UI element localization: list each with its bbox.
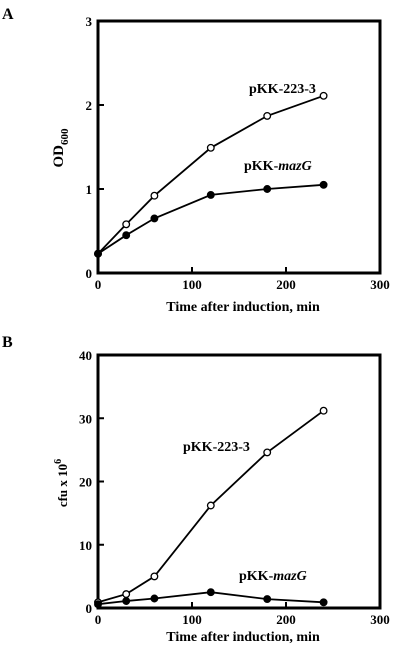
panel-a-point-pkk-mazg <box>122 231 131 240</box>
panel-a-point-pkk-223-3 <box>150 191 159 200</box>
panel-b-label-pkk-223-3: pKK-223-3 <box>183 440 250 455</box>
panel-a-y-tick-label: 1 <box>86 182 93 197</box>
panel-b-point-pkk-mazg <box>263 595 272 604</box>
panel-b-x-tick-label: 300 <box>370 612 390 627</box>
panel-b-point-pkk-mazg <box>206 588 215 597</box>
panel-a-point-pkk-223-3 <box>263 111 272 120</box>
panel-b-x-axis: 0 100 200 300 <box>95 602 390 627</box>
panel-b-y-tick-label: 10 <box>79 538 92 553</box>
panel-b-x-tick-label: 0 <box>95 612 102 627</box>
panel-b-point-pkk-223-3 <box>150 572 159 581</box>
panel-b-y-tick-label: 40 <box>79 348 92 363</box>
panel-b-point-pkk-223-3 <box>319 406 328 415</box>
panel-a-point-pkk-mazg <box>150 214 159 223</box>
panel-a-y-tick-label: 0 <box>86 266 93 281</box>
panel-b-x-tick-label: 100 <box>182 612 202 627</box>
panel-b-y-tick-label: 20 <box>79 475 92 490</box>
panel-a-plot-frame <box>96 19 382 275</box>
panel-b-label-pkk-mazg: pKK-mazG <box>239 569 307 584</box>
panel-b-point-pkk-223-3 <box>122 590 131 599</box>
panel-b-point-pkk-223-3 <box>206 501 215 510</box>
panel-a-point-pkk-mazg <box>263 185 272 193</box>
panel-a: A 0 1 2 3 0 100 200 300 Time after induction, … <box>2 6 390 315</box>
panel-a-y-axis: 0 1 2 3 <box>86 14 104 281</box>
panel-a-x-tick-label: 0 <box>95 277 102 292</box>
panel-a-line-pkk-223-3 <box>97 94 324 255</box>
panel-a-line-pkk-mazg <box>97 183 324 255</box>
panel-b-y-axis-title: cfu x 106 <box>53 459 70 507</box>
panel-b-y-axis: 0 10 20 30 40 <box>79 348 104 616</box>
panel-a-label-pkk-mazg: pKK-mazG <box>244 159 312 174</box>
panel-b-line-pkk-223-3 <box>97 409 325 604</box>
panel-a-point-pkk-mazg <box>206 190 215 199</box>
panel-a-x-axis-title: Time after induction, min <box>166 300 320 315</box>
panel-b-y-tick-label: 30 <box>79 411 92 426</box>
panel-b: B 0 10 20 30 40 0 100 200 300 Time after induct… <box>2 334 390 645</box>
panel-a-x-tick-label: 100 <box>182 277 202 292</box>
panel-b-point-pkk-mazg <box>122 597 131 605</box>
panel-b-line-pkk-mazg <box>97 591 324 606</box>
panel-a-x-tick-label: 200 <box>276 277 296 292</box>
panel-a-x-tick-label: 300 <box>370 277 390 292</box>
panel-a-label: A <box>2 6 14 23</box>
panel-b-label: B <box>2 334 13 351</box>
panel-a-y-tick-label: 3 <box>86 14 93 29</box>
panel-a-point-pkk-223-3 <box>319 91 328 100</box>
panel-b-point-pkk-mazg <box>150 594 159 603</box>
panel-a-x-axis: 0 100 200 300 <box>95 267 390 292</box>
panel-a-point-pkk-223-3 <box>206 143 215 152</box>
panel-a-point-pkk-mazg <box>319 180 328 189</box>
panel-a-series <box>94 91 328 258</box>
panel-b-y-tick-label: 0 <box>86 601 93 616</box>
panel-a-label-pkk-223-3: pKK-223-3 <box>249 82 316 97</box>
panel-b-point-pkk-mazg <box>94 600 102 609</box>
panel-b-point-pkk-mazg <box>319 598 328 607</box>
panel-a-y-tick-label: 2 <box>86 98 93 113</box>
panel-a-point-pkk-mazg <box>94 249 102 258</box>
panel-a-point-pkk-223-3 <box>122 220 131 229</box>
panel-b-point-pkk-223-3 <box>263 448 272 457</box>
panel-b-x-tick-label: 200 <box>276 612 296 627</box>
panel-a-y-axis-title: OD600 <box>51 128 71 168</box>
panel-b-x-axis-title: Time after induction, min <box>166 630 320 645</box>
panel-b-series <box>94 406 328 609</box>
